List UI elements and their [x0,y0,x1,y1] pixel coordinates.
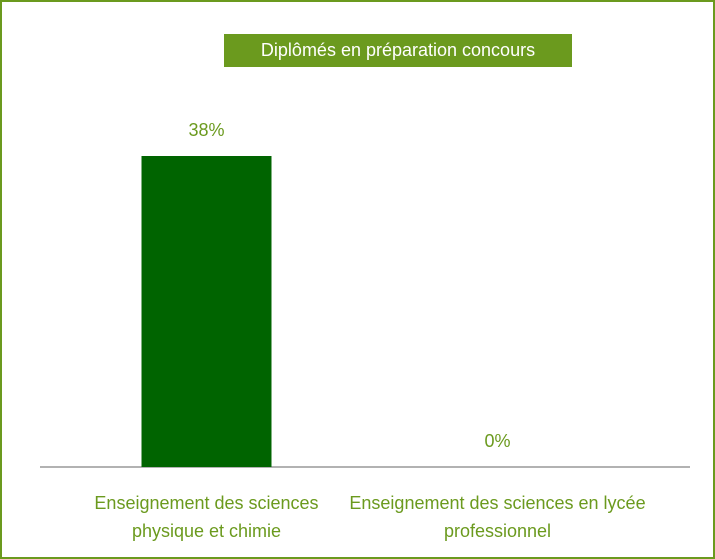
x-tick-label: Enseignement des sciences physique et ch… [94,493,319,541]
chart-title: Diplômés en préparation concours [224,34,572,67]
value-label: 38% [188,120,225,140]
x-tick-label: Enseignement des sciences en lycée profe… [349,493,646,541]
value-label: 0% [484,431,511,451]
bar [141,156,272,467]
